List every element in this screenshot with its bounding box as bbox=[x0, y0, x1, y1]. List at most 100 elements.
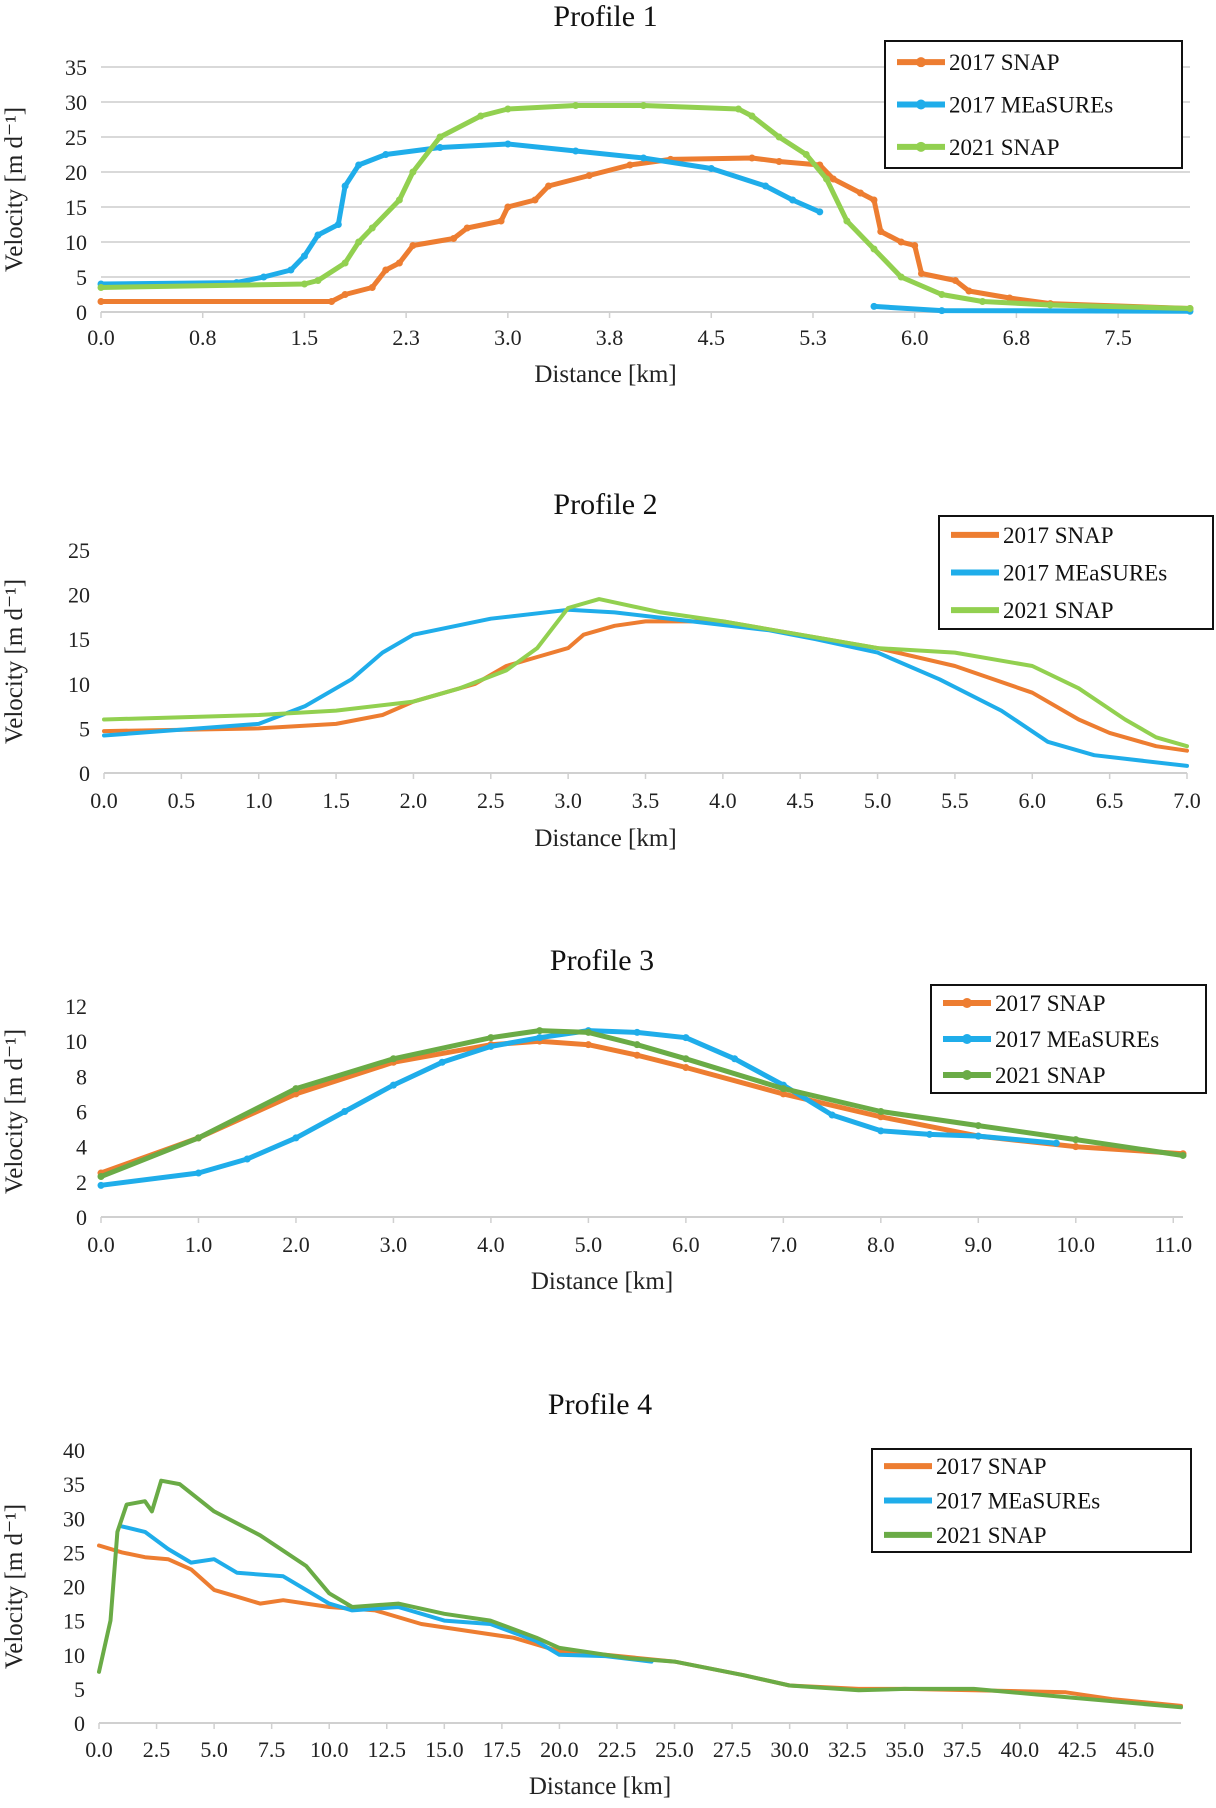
data-point bbox=[877, 228, 885, 235]
legend-label: 2021 SNAP bbox=[936, 1523, 1047, 1548]
x-tick-label: 1.5 bbox=[322, 788, 350, 813]
y-tick-label: 5 bbox=[74, 1677, 85, 1702]
data-point bbox=[395, 259, 403, 267]
data-point bbox=[938, 307, 946, 315]
y-tick-label: 25 bbox=[65, 125, 87, 150]
data-point bbox=[877, 1108, 885, 1115]
y-tick-label: 20 bbox=[63, 1575, 85, 1600]
legend-label: 2017 SNAP bbox=[936, 1454, 1047, 1479]
legend-label: 2021 SNAP bbox=[949, 135, 1060, 160]
data-point bbox=[974, 1122, 982, 1130]
data-point bbox=[877, 1127, 885, 1135]
y-tick-label: 30 bbox=[63, 1506, 85, 1531]
x-axis-label: Distance [km] bbox=[531, 1268, 673, 1295]
data-point bbox=[926, 1130, 934, 1138]
data-point bbox=[438, 1058, 446, 1066]
y-tick-label: 10 bbox=[63, 1643, 85, 1668]
chart-profile-3: Profile 3 0 2 4 6 8 10 12 0.0 1.0 2.0 3.0 4.0 5.0 6.0 7… bbox=[1, 944, 1207, 1295]
y-axis-label: Velocity [m d⁻¹] bbox=[1, 107, 28, 272]
data-point bbox=[389, 1055, 397, 1063]
x-tick-label: 8.0 bbox=[867, 1232, 895, 1257]
x-tick-label: 27.5 bbox=[713, 1737, 752, 1762]
x-tick-label: 11.0 bbox=[1154, 1232, 1192, 1257]
data-point bbox=[292, 1085, 300, 1093]
data-point bbox=[584, 1041, 592, 1049]
data-point bbox=[334, 221, 342, 228]
legend-label: 2017 SNAP bbox=[949, 50, 1060, 75]
legend-label: 2017 SNAP bbox=[995, 991, 1106, 1016]
x-tick-label: 2.3 bbox=[392, 325, 420, 350]
data-point bbox=[314, 277, 322, 284]
legend-label: 2017 SNAP bbox=[1003, 523, 1114, 548]
y-tick-label: 15 bbox=[68, 627, 90, 652]
data-point bbox=[1006, 294, 1014, 302]
x-tick-label: 2.5 bbox=[477, 788, 505, 813]
x-tick-label: 1.0 bbox=[245, 788, 273, 813]
y-tick-label: 5 bbox=[79, 716, 90, 741]
data-point bbox=[497, 217, 505, 225]
data-point bbox=[584, 1028, 592, 1036]
x-tick-label: 4.5 bbox=[786, 788, 814, 813]
y-tick-label: 10 bbox=[68, 672, 90, 697]
legend-label: 2017 MEaSUREs bbox=[936, 1489, 1100, 1514]
chart-title: Profile 4 bbox=[548, 1388, 652, 1421]
data-point bbox=[395, 196, 403, 204]
data-point bbox=[682, 1034, 690, 1042]
x-tick-label: 1.5 bbox=[291, 325, 319, 350]
chart-title: Profile 1 bbox=[553, 0, 657, 33]
data-point bbox=[828, 1111, 836, 1119]
x-tick-label: 5.0 bbox=[864, 788, 892, 813]
y-tick-label: 10 bbox=[65, 230, 87, 255]
data-point bbox=[682, 1055, 690, 1063]
y-tick-label: 0 bbox=[79, 761, 90, 786]
data-point bbox=[97, 284, 105, 291]
data-point bbox=[731, 1055, 739, 1063]
series-line-2021-snap bbox=[97, 1478, 1183, 1710]
y-tick-label: 40 bbox=[63, 1438, 85, 1463]
data-point bbox=[194, 1134, 202, 1142]
data-point bbox=[487, 1042, 495, 1050]
series-line-2021-snap bbox=[102, 597, 1189, 749]
x-tick-label: 12.5 bbox=[368, 1737, 407, 1762]
data-point bbox=[633, 1028, 641, 1036]
data-point bbox=[450, 235, 458, 242]
x-tick-label: 3.0 bbox=[380, 1232, 408, 1257]
data-point bbox=[572, 102, 580, 109]
data-point bbox=[789, 196, 797, 204]
legend-marker bbox=[962, 1070, 972, 1080]
data-point bbox=[409, 168, 417, 176]
data-point bbox=[816, 208, 824, 216]
y-tick-label: 15 bbox=[63, 1609, 85, 1634]
x-tick-label: 0.5 bbox=[168, 788, 196, 813]
legend-label: 2017 MEaSUREs bbox=[1003, 561, 1167, 586]
legend: 2017 SNAP 2017 MEaSUREs 2021 SNAP bbox=[930, 984, 1207, 1094]
data-point bbox=[897, 273, 905, 281]
data-point bbox=[409, 242, 417, 249]
legend: 2017 SNAP 2017 MEaSUREs 2021 SNAP bbox=[884, 40, 1183, 169]
data-point bbox=[368, 284, 376, 291]
x-axis-label: Distance [km] bbox=[529, 1773, 671, 1800]
data-point bbox=[389, 1081, 397, 1089]
y-tick-label: 35 bbox=[63, 1472, 85, 1497]
x-axis-label: Distance [km] bbox=[534, 361, 676, 388]
x-tick-label: 10.0 bbox=[1057, 1232, 1096, 1257]
x-tick-label: 0.0 bbox=[87, 1232, 115, 1257]
data-point bbox=[436, 144, 444, 151]
x-tick-label: 7.5 bbox=[1104, 325, 1132, 350]
y-tick-label: 12 bbox=[65, 994, 87, 1019]
data-point bbox=[300, 280, 308, 288]
x-tick-label: 0.0 bbox=[85, 1737, 113, 1762]
data-point bbox=[856, 189, 864, 197]
x-tick-label: 4.0 bbox=[709, 788, 737, 813]
series-line-2017-snap bbox=[98, 1038, 1186, 1176]
data-point bbox=[802, 151, 810, 158]
y-axis-label: Velocity [m d⁻¹] bbox=[1, 1504, 28, 1669]
data-point bbox=[911, 242, 919, 249]
x-tick-label: 4.5 bbox=[698, 325, 726, 350]
x-tick-label: 6.0 bbox=[1019, 788, 1047, 813]
data-point bbox=[436, 133, 444, 141]
data-point bbox=[292, 1134, 300, 1142]
data-point bbox=[748, 112, 756, 120]
x-tick-label: 0.0 bbox=[90, 788, 118, 813]
legend-label: 2017 MEaSUREs bbox=[995, 1027, 1159, 1052]
